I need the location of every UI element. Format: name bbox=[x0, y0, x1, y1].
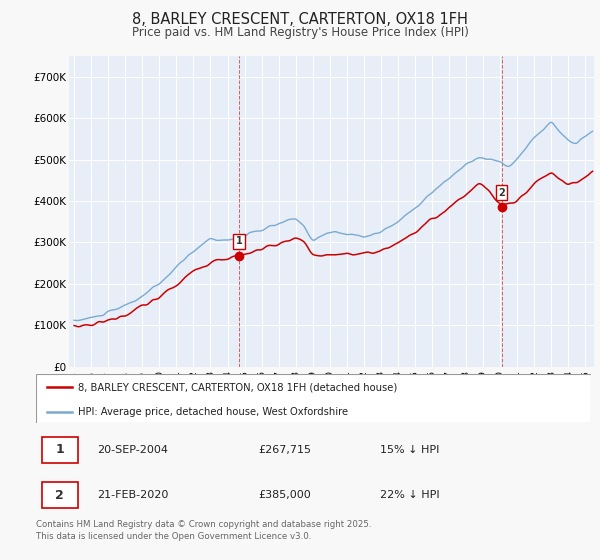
Text: 8, BARLEY CRESCENT, CARTERTON, OX18 1FH (detached house): 8, BARLEY CRESCENT, CARTERTON, OX18 1FH … bbox=[77, 382, 397, 393]
Text: 21-FEB-2020: 21-FEB-2020 bbox=[97, 490, 169, 500]
Text: 2: 2 bbox=[498, 188, 505, 198]
Text: £385,000: £385,000 bbox=[258, 490, 311, 500]
Text: HPI: Average price, detached house, West Oxfordshire: HPI: Average price, detached house, West… bbox=[77, 407, 348, 417]
Text: £267,715: £267,715 bbox=[258, 445, 311, 455]
Text: 15% ↓ HPI: 15% ↓ HPI bbox=[380, 445, 439, 455]
FancyBboxPatch shape bbox=[41, 482, 77, 508]
Text: 1: 1 bbox=[55, 444, 64, 456]
Text: 8, BARLEY CRESCENT, CARTERTON, OX18 1FH: 8, BARLEY CRESCENT, CARTERTON, OX18 1FH bbox=[132, 12, 468, 27]
Text: 1: 1 bbox=[236, 236, 242, 246]
FancyBboxPatch shape bbox=[41, 437, 77, 463]
FancyBboxPatch shape bbox=[36, 374, 591, 423]
Text: 2: 2 bbox=[55, 488, 64, 502]
Text: Contains HM Land Registry data © Crown copyright and database right 2025.
This d: Contains HM Land Registry data © Crown c… bbox=[36, 520, 371, 541]
Text: 22% ↓ HPI: 22% ↓ HPI bbox=[380, 490, 440, 500]
Text: Price paid vs. HM Land Registry's House Price Index (HPI): Price paid vs. HM Land Registry's House … bbox=[131, 26, 469, 39]
Text: 20-SEP-2004: 20-SEP-2004 bbox=[97, 445, 168, 455]
